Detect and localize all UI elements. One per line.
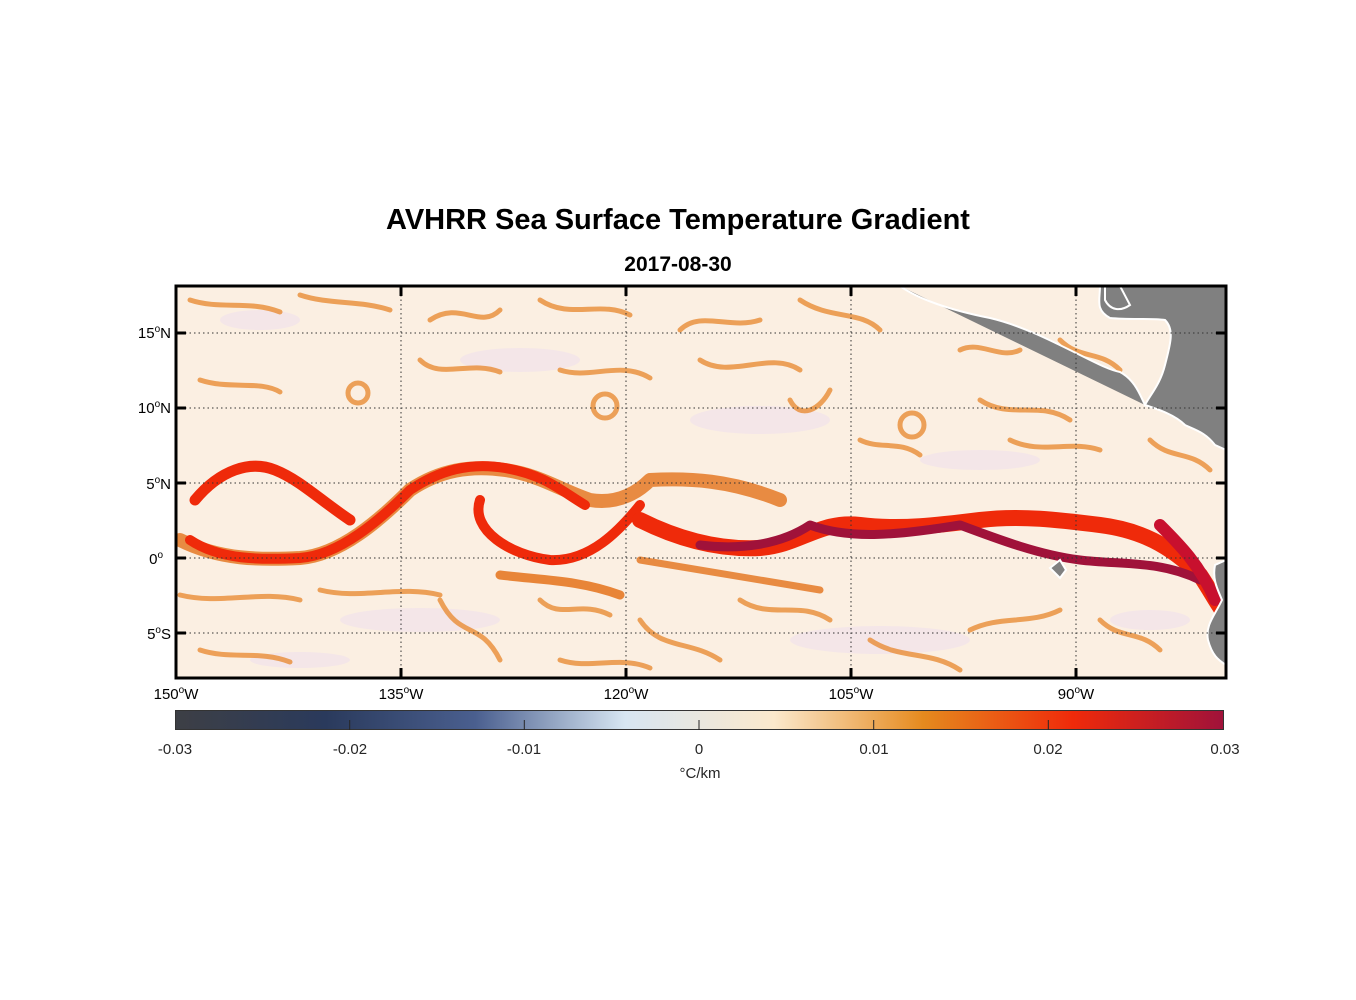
colorbar-tick-label: 0.03 — [1210, 741, 1240, 758]
lat-label-0: 0o — [149, 550, 163, 568]
colorbar-tick-label: -0.01 — [506, 741, 542, 758]
colorbar-unit-label: °C/km — [679, 765, 721, 782]
colorbar-tick-label: -0.03 — [157, 741, 193, 758]
colorbar-tick-label: -0.02 — [332, 741, 368, 758]
colorbar — [175, 710, 1224, 730]
lat-label-5s: 5oS — [147, 625, 171, 643]
colorbar-tick-label: 0.02 — [1033, 741, 1063, 758]
gradient-texture — [220, 310, 1190, 668]
lon-label-150w: 150oW — [153, 685, 199, 703]
map-title: AVHRR Sea Surface Temperature Gradient — [386, 204, 970, 236]
land-central-america — [900, 286, 1226, 452]
lat-label-15n: 15oN — [137, 324, 171, 342]
colorbar-tick-label: 0 — [694, 741, 704, 758]
minor-fronts — [177, 292, 1213, 673]
equatorial-front — [176, 460, 1226, 618]
colorbar-tick-label: 0.01 — [859, 741, 889, 758]
map-ticks — [176, 286, 1226, 678]
lon-label-90w: 90oW — [1057, 685, 1095, 703]
lat-label-10n: 10oN — [137, 399, 171, 417]
lat-label-5n: 5oN — [146, 475, 171, 493]
lon-label-135w: 135oW — [378, 685, 424, 703]
lon-label-120w: 120oW — [603, 685, 649, 703]
land-central-america-coast — [899, 286, 1146, 406]
land-south-america — [1206, 558, 1226, 667]
land-galapagos — [1048, 558, 1068, 580]
map-subtitle-date: 2017-08-30 — [624, 253, 732, 276]
lon-label-105w: 105oW — [828, 685, 874, 703]
